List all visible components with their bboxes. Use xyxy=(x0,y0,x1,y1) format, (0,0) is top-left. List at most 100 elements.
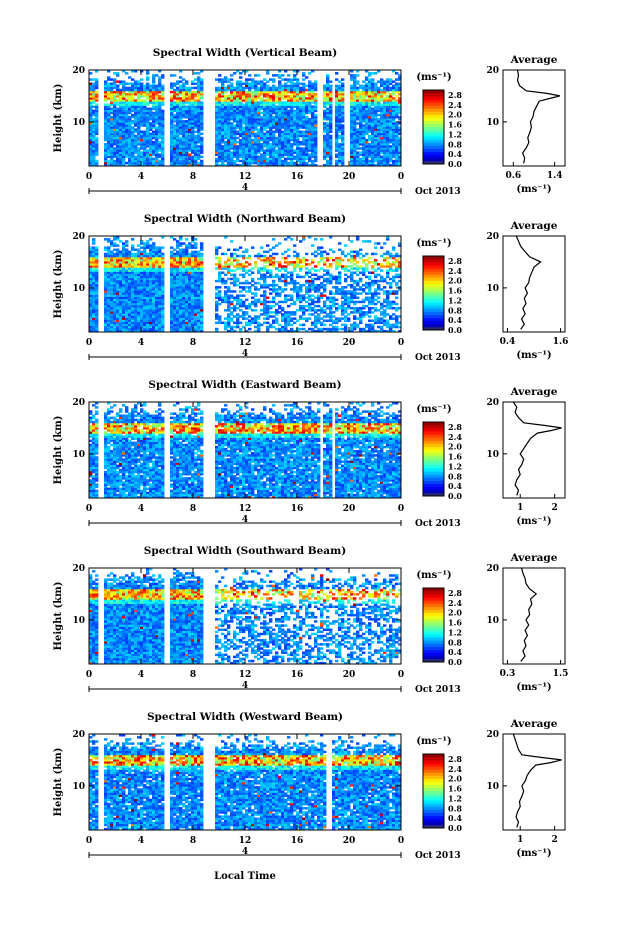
heatmap-cell xyxy=(335,86,339,90)
heatmap-cell xyxy=(128,161,132,165)
heatmap-cell xyxy=(119,88,123,92)
heatmap-cell xyxy=(230,113,234,117)
heatmap-cell xyxy=(296,107,300,111)
heatmap-cell xyxy=(251,118,255,121)
heatmap-cell xyxy=(323,84,327,88)
heatmap-cell xyxy=(194,107,198,111)
heatmap-cell xyxy=(302,92,306,96)
heatmap-cell xyxy=(224,163,228,167)
heatmap-cell xyxy=(248,126,252,129)
heatmap-cell xyxy=(110,143,114,146)
heatmap-cell xyxy=(275,101,279,104)
heatmap-cell xyxy=(140,95,144,98)
heatmap-cell xyxy=(329,107,333,111)
heatmap-cell xyxy=(176,82,180,86)
heatmap-cell xyxy=(251,107,255,111)
heatmap-cell xyxy=(215,122,219,125)
colorbar-swatch xyxy=(423,105,444,109)
heatmap-cell xyxy=(311,88,315,92)
heatmap-cell xyxy=(113,138,117,142)
heatmap-cell xyxy=(215,107,219,111)
heatmap-cell xyxy=(125,101,129,104)
heatmap-cell xyxy=(197,101,201,104)
heatmap-cell xyxy=(299,82,303,86)
heatmap-cell xyxy=(230,138,234,142)
heatmap-cell xyxy=(254,103,258,106)
heatmap-cell xyxy=(158,118,162,121)
heatmap-cell xyxy=(137,159,141,163)
heatmap-cell xyxy=(116,136,120,140)
heatmap-cell xyxy=(200,140,204,144)
heatmap-cell xyxy=(293,120,297,123)
heatmap-cell xyxy=(215,159,219,163)
heatmap-cell xyxy=(221,163,225,167)
heatmap-cell xyxy=(92,153,96,156)
heatmap-cell xyxy=(290,120,294,123)
heatmap-cell xyxy=(374,107,378,111)
heatmap-cell xyxy=(308,90,312,94)
heatmap-cell xyxy=(179,109,183,113)
heatmap-cell xyxy=(125,111,129,115)
heatmap-cell xyxy=(179,92,183,96)
heatmap-cell xyxy=(368,86,372,90)
heatmap-cell xyxy=(92,122,96,125)
heatmap-cell xyxy=(161,161,165,165)
heatmap-cell xyxy=(191,103,195,106)
heatmap-cell xyxy=(140,132,144,136)
heatmap-cell xyxy=(146,240,150,243)
heatmap-cell xyxy=(137,92,141,96)
heatmap-cell xyxy=(248,88,252,92)
heatmap-cell xyxy=(128,76,132,79)
heatmap-cell xyxy=(221,134,225,138)
heatmap-cell xyxy=(242,157,246,161)
heatmap-cell xyxy=(359,126,363,129)
heatmap-cell xyxy=(158,95,162,98)
heatmap-cell xyxy=(116,140,120,144)
heatmap-cell xyxy=(215,134,219,138)
heatmap-cell xyxy=(233,118,237,121)
heatmap-cell xyxy=(278,97,282,100)
heatmap-cell xyxy=(173,124,177,127)
heatmap-cell xyxy=(311,149,315,152)
heatmap-cell xyxy=(359,105,363,108)
heatmap-cell xyxy=(182,90,186,94)
heatmap-cell xyxy=(134,138,138,142)
heatmap-cell xyxy=(266,122,270,125)
heatmap-cell xyxy=(260,132,264,136)
heatmap-cell xyxy=(248,138,252,142)
heatmap-cell xyxy=(170,246,174,249)
heatmap-cell xyxy=(146,252,150,256)
heatmap-cell xyxy=(236,111,240,115)
heatmap-cell xyxy=(287,163,291,167)
heatmap-cell xyxy=(242,140,246,144)
heatmap-cell xyxy=(170,111,174,115)
heatmap-cell xyxy=(140,151,144,154)
heatmap-cell xyxy=(308,111,312,115)
heatmap-cell xyxy=(239,90,243,94)
heatmap-cell xyxy=(155,126,159,129)
heatmap-cell xyxy=(89,105,93,108)
heatmap-cell xyxy=(128,134,132,138)
heatmap-cell xyxy=(362,97,366,100)
heatmap-cell xyxy=(350,134,354,138)
heatmap-cell xyxy=(389,86,393,90)
heatmap-cell xyxy=(350,155,354,159)
heatmap-cell xyxy=(299,122,303,125)
heatmap-cell xyxy=(239,107,243,111)
heatmap-cell xyxy=(371,118,375,121)
heatmap-cell xyxy=(170,101,174,104)
heatmap-cell xyxy=(329,161,333,165)
heatmap-cell xyxy=(173,74,177,77)
heatmap-cell xyxy=(281,97,285,100)
heatmap-cell xyxy=(305,111,309,115)
heatmap-cell xyxy=(299,143,303,146)
heatmap-cell xyxy=(107,132,111,136)
heatmap-cell xyxy=(308,88,312,92)
heatmap-cell xyxy=(281,122,285,125)
heatmap-cell xyxy=(95,124,99,127)
heatmap-cell xyxy=(290,103,294,106)
heatmap-cell xyxy=(281,90,285,94)
heatmap-cell xyxy=(95,126,99,129)
heatmap-cell xyxy=(185,143,189,146)
heatmap-cell xyxy=(236,92,240,96)
